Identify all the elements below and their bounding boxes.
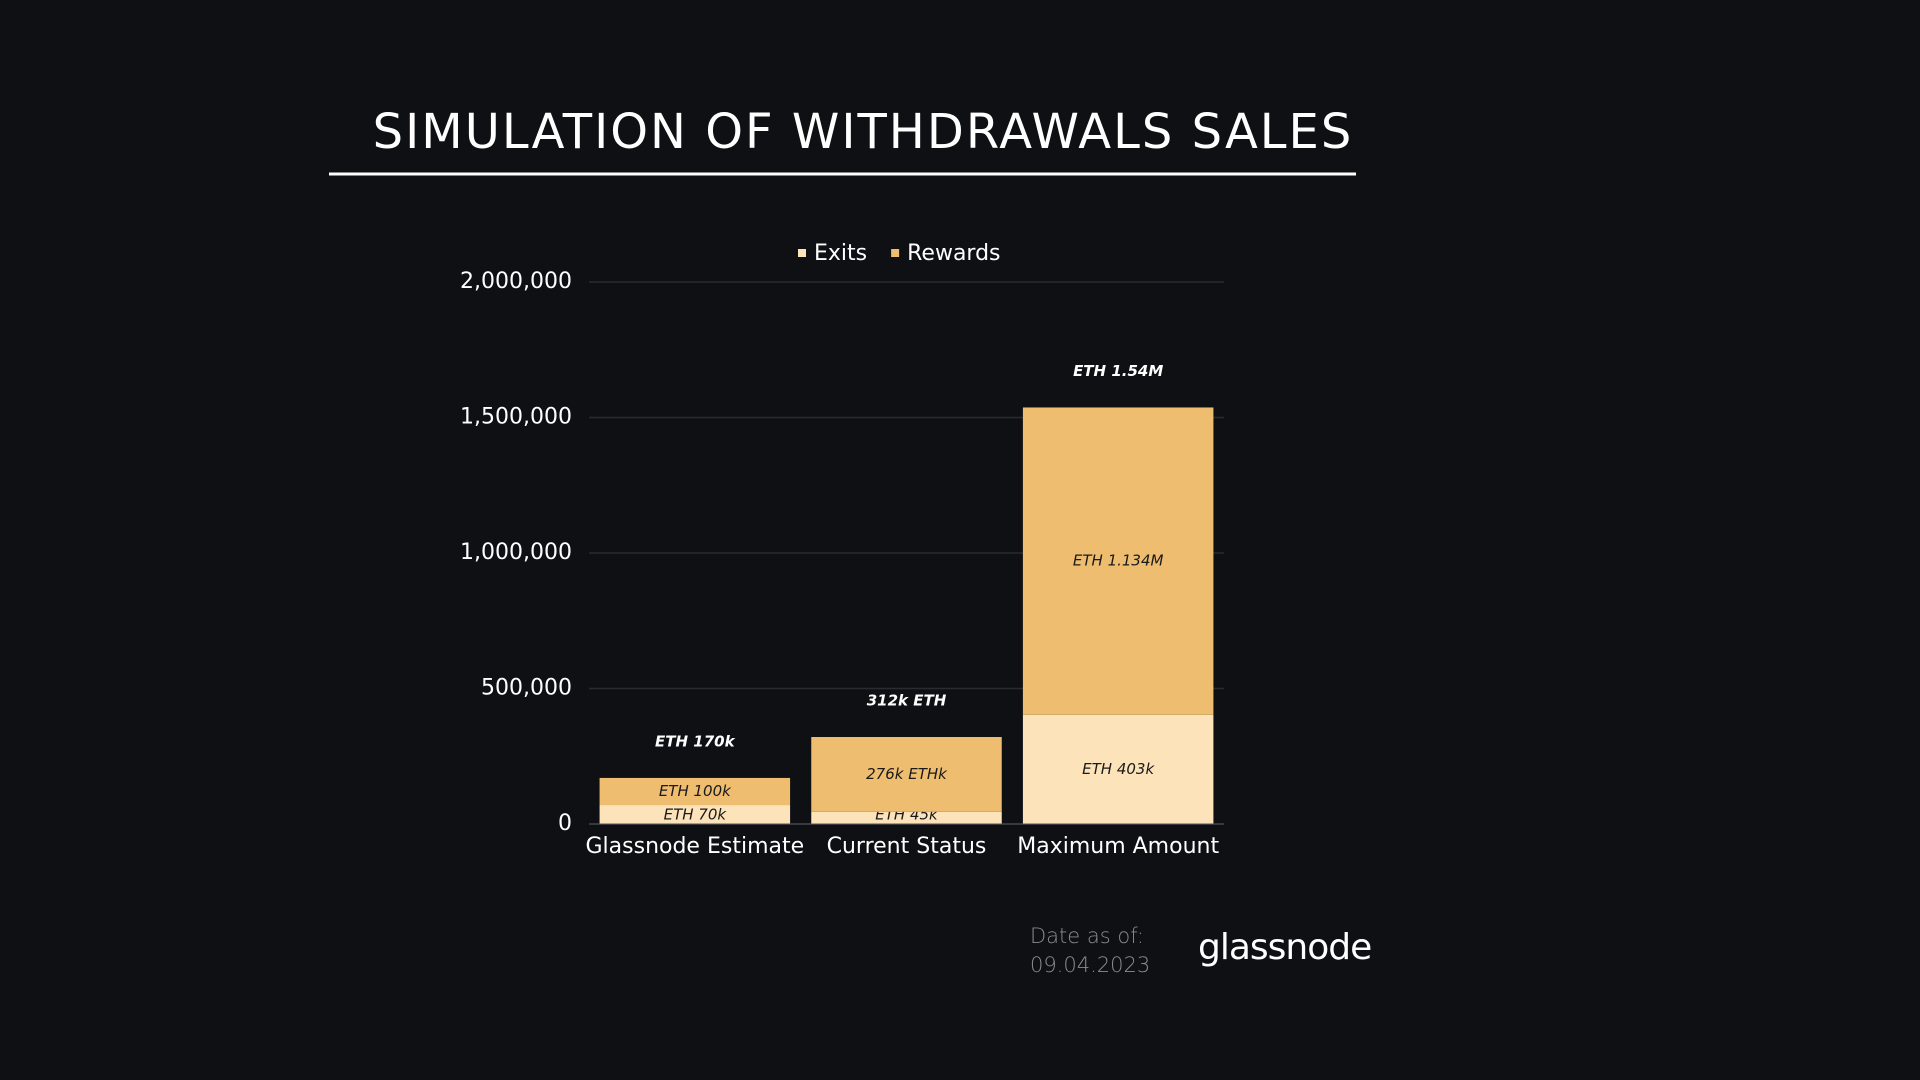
- total-label: 312k ETH: [867, 692, 947, 710]
- y-tick-label: 2,000,000: [460, 269, 572, 294]
- bar-segment: [1022, 714, 1214, 824]
- total-label: ETH 170k: [655, 732, 736, 750]
- total-label: ETH 1.54M: [1073, 362, 1163, 380]
- date: 09.04.2023: [1030, 953, 1150, 977]
- value-label: ETH 1.134M: [1073, 552, 1164, 570]
- legend-label: Exits: [814, 241, 867, 266]
- date-label: Date as of:: [1030, 924, 1144, 948]
- x-tick-label: Glassnode Estimate: [586, 834, 805, 859]
- legend-label: Rewards: [907, 241, 1000, 266]
- value-label: ETH 100k: [659, 782, 732, 800]
- x-tick-label: Current Status: [827, 834, 987, 859]
- y-tick-label: 0: [558, 811, 572, 836]
- value-label: ETH 70k: [664, 806, 728, 824]
- bar-segment: [599, 805, 791, 824]
- bar-segment: [1022, 407, 1214, 715]
- y-tick-label: 500,000: [481, 676, 572, 701]
- bar-segment: [811, 737, 1002, 812]
- x-tick-label: Maximum Amount: [1017, 834, 1219, 859]
- value-label: 276k ETHk: [866, 765, 948, 783]
- brand-logo: glassnode: [1198, 927, 1371, 968]
- legend-swatch: [798, 249, 806, 257]
- legend-swatch: [891, 249, 900, 257]
- y-tick-label: 1,500,000: [460, 405, 572, 430]
- chart-title: SIMULATION OF WITHDRAWALS SALES: [373, 104, 1354, 160]
- y-tick-label: 1,000,000: [460, 540, 572, 565]
- value-label: ETH 403k: [1082, 760, 1155, 778]
- bar-segment: [811, 811, 1002, 824]
- bar-segment: [599, 777, 791, 806]
